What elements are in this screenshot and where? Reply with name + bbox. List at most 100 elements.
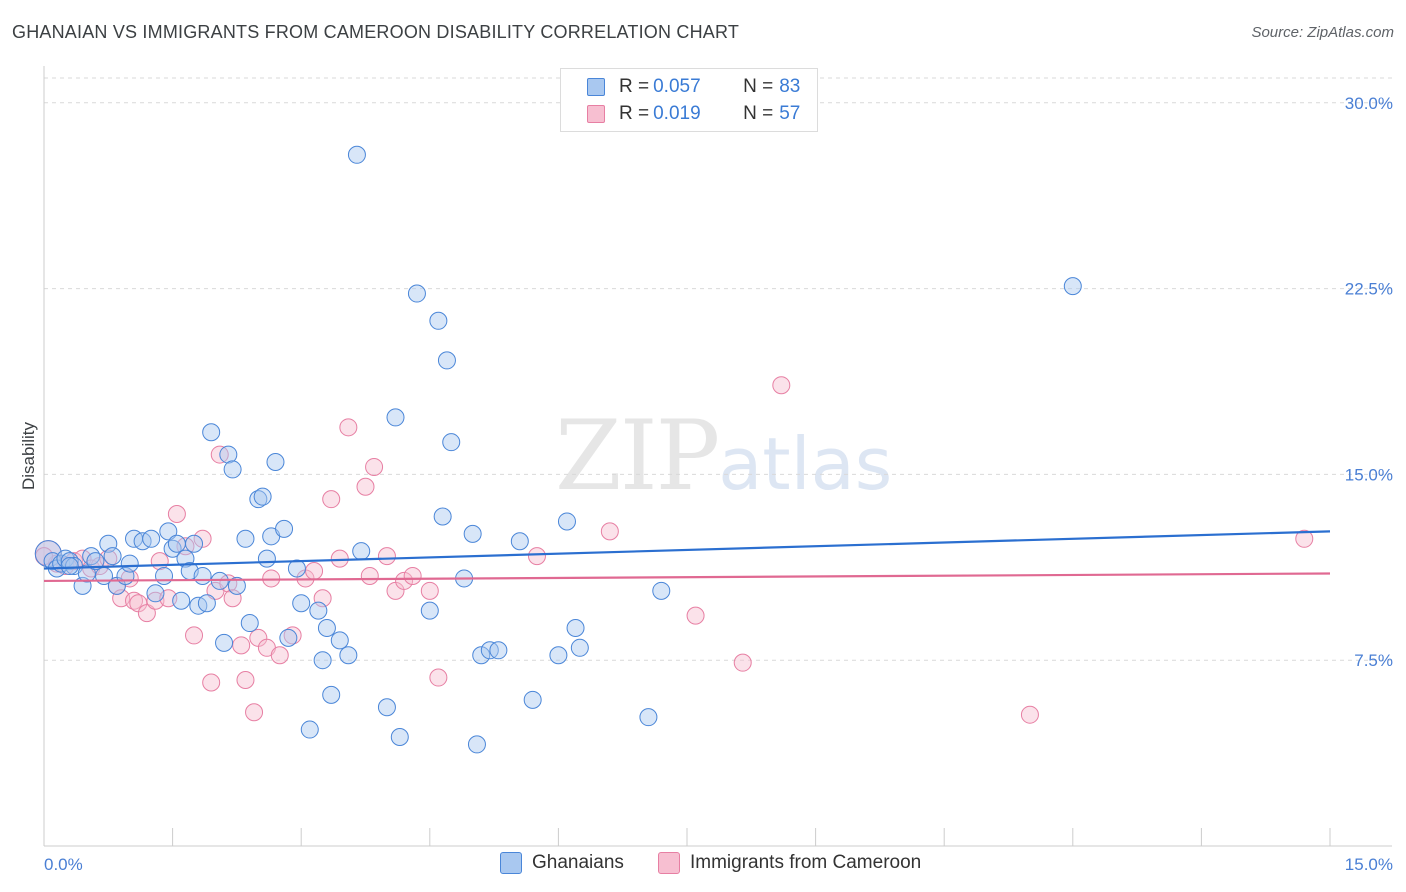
- ghanaian-point: [557, 512, 576, 531]
- ghanaian-point: [223, 460, 242, 479]
- cameroon-point: [403, 566, 422, 585]
- n-value: 83: [779, 76, 801, 97]
- y-tick-label: 15.0%: [1345, 465, 1393, 484]
- blue-swatch: [500, 852, 522, 874]
- ghanaian-point: [549, 646, 568, 665]
- x-tick-label: 15.0%: [1345, 855, 1393, 874]
- cameroon-point: [167, 505, 186, 524]
- ghanaian-point: [219, 445, 238, 464]
- cameroon-point: [377, 547, 396, 566]
- ghanaian-point: [240, 614, 259, 633]
- ghanaian-point: [330, 631, 349, 650]
- ghanaian-point: [390, 727, 409, 746]
- r-value: 0.019: [653, 103, 701, 124]
- ghanaian-point: [429, 311, 448, 330]
- correlation-legend: R = 0.057 N = 83 R = 0.019 N = 57: [560, 68, 818, 132]
- cameroon-point: [365, 457, 384, 476]
- ghanaian-point: [322, 685, 341, 704]
- ghanaian-point: [433, 507, 452, 526]
- cameroon-point: [356, 477, 375, 496]
- watermark-atlas: atlas: [718, 422, 893, 506]
- r-label: R =: [619, 76, 650, 97]
- watermark: ZIPatlas: [555, 400, 892, 512]
- cameroon-point: [1020, 705, 1039, 724]
- ghanaian-point: [1063, 277, 1082, 296]
- blue-swatch: [587, 78, 605, 96]
- ghanaian-point: [167, 534, 186, 553]
- ghanaian-point: [253, 487, 272, 506]
- legend-item-ghanaians[interactable]: Ghanaians: [500, 852, 624, 874]
- y-tick-label: 30.0%: [1345, 94, 1393, 113]
- legend-row-ghanaians: R = 0.057 N = 83: [587, 74, 800, 100]
- cameroon-point: [420, 581, 439, 600]
- ghanaian-point: [442, 433, 461, 452]
- ghanaian-point: [60, 557, 79, 576]
- ghanaian-point: [317, 618, 336, 637]
- n-label: N =: [743, 103, 774, 124]
- ghanaian-point: [300, 720, 319, 739]
- cameroon-point: [193, 529, 212, 548]
- ghanaian-point: [287, 559, 306, 578]
- ghanaian-point: [313, 651, 332, 670]
- ghanaian-point: [266, 453, 285, 471]
- ghanaian-point: [407, 284, 426, 303]
- ghanaian-point: [292, 594, 311, 613]
- ghanaian-point: [570, 638, 589, 657]
- series-legend: Ghanaians Immigrants from Cameroon: [0, 852, 1406, 878]
- cameroon-point: [527, 547, 546, 566]
- cameroon-point: [339, 418, 358, 437]
- pink-swatch: [587, 105, 605, 123]
- legend-item-cameroon[interactable]: Immigrants from Cameroon: [658, 852, 921, 874]
- ghanaian-point: [236, 529, 255, 548]
- ghanaian-point: [309, 601, 328, 620]
- ghanaian-point: [437, 351, 456, 370]
- ghanaian-point: [275, 519, 294, 538]
- trend-lines: [43, 530, 1331, 583]
- cameroon-point: [686, 606, 705, 625]
- cameroon-trend-line: [43, 572, 1331, 583]
- ghanaian-point: [566, 618, 585, 637]
- ghanaian-point: [279, 628, 298, 647]
- r-label: R =: [619, 103, 650, 124]
- n-value: 57: [779, 103, 801, 124]
- cameroon-point: [245, 703, 264, 722]
- ghanaian-point: [103, 547, 122, 566]
- ghanaian-point: [142, 529, 161, 548]
- ghanaian-point: [352, 542, 371, 561]
- ghanaian-point: [639, 708, 658, 727]
- ghanaian-point: [386, 408, 405, 427]
- cameroon-point: [270, 646, 289, 665]
- legend-label: Ghanaians: [532, 852, 624, 873]
- r-value: 0.057: [653, 76, 701, 97]
- ghanaian-point: [467, 735, 486, 754]
- ghanaian-point: [523, 690, 542, 709]
- ghanaian-point: [227, 576, 246, 595]
- cameroon-point: [772, 376, 791, 395]
- ghanaian-point: [463, 524, 482, 543]
- chart-title: GHANAIAN VS IMMIGRANTS FROM CAMEROON DIS…: [12, 22, 740, 42]
- cameroon-point: [232, 636, 251, 655]
- ghanaian-point: [489, 641, 508, 660]
- cameroon-point: [429, 668, 448, 687]
- ghanaian-point: [146, 584, 165, 603]
- axis-labels: 7.5% 15.0% 22.5% 30.0% 0.0% 15.0% Disability: [19, 94, 1393, 874]
- axes: [43, 66, 1392, 847]
- ghanaian-point: [185, 534, 204, 553]
- pink-swatch: [658, 852, 680, 874]
- ghanaian-point: [197, 594, 216, 613]
- ghanaian-point: [377, 698, 396, 717]
- source-credit: Source: ZipAtlas.com: [1251, 24, 1394, 41]
- ghanaian-point: [652, 581, 671, 600]
- legend-row-cameroon: R = 0.019 N = 57: [587, 101, 800, 127]
- watermark-zip: ZIP: [555, 400, 720, 512]
- ghanaian-point: [510, 532, 529, 551]
- ghanaian-point: [339, 646, 358, 665]
- y-axis-label: Disability: [19, 421, 38, 490]
- cameroon-point: [137, 604, 156, 623]
- cameroon-point: [236, 671, 255, 690]
- ghanaian-point: [347, 145, 366, 164]
- grid-lines: [44, 77, 1392, 661]
- cameroon-point: [330, 549, 349, 568]
- ghanaian-point: [172, 591, 191, 610]
